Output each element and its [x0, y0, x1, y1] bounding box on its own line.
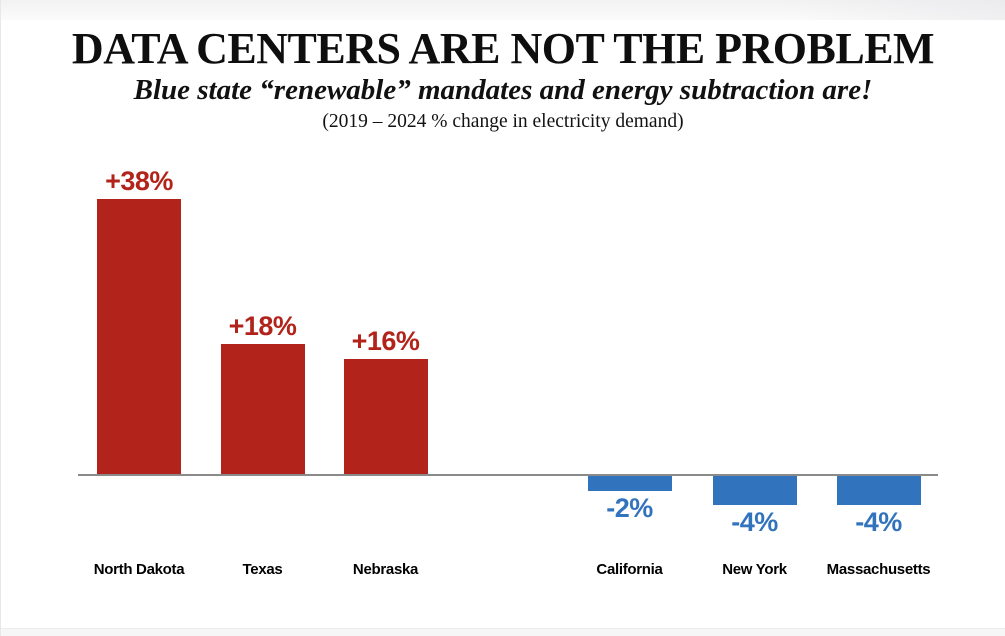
category-label-nebraska: Nebraska [352, 561, 419, 578]
bar-value-label-nebraska: +16% [351, 326, 420, 356]
category-label-california: California [596, 561, 663, 578]
bar-value-label-massachusetts: -4% [855, 507, 902, 537]
chart-caption: (2019 – 2024 % change in electricity dem… [322, 111, 684, 132]
bar-new-york [712, 476, 797, 505]
bar-massachusetts [836, 476, 921, 505]
top-edge-band [1, 0, 1005, 20]
bar-california [587, 476, 672, 491]
chart-title: DATA CENTERS ARE NOT THE PROBLEM [71, 24, 935, 73]
bar-value-label-texas: +18% [228, 311, 297, 341]
category-label-massachusetts: Massachusetts [826, 561, 931, 578]
bar-value-label-california: -2% [606, 493, 653, 523]
bar-nebraska [343, 359, 428, 475]
bar-value-label-new-york: -4% [731, 507, 778, 537]
x-axis-line [78, 474, 938, 476]
bottom-edge-band [1, 628, 1005, 636]
bar-value-label-north-dakota: +38% [105, 166, 173, 196]
category-label-north-dakota: North Dakota [93, 561, 185, 578]
bar-north-dakota [97, 199, 181, 475]
category-label-new-york: New York [722, 561, 787, 578]
category-label-texas: Texas [242, 561, 283, 578]
chart-subtitle: Blue state “renewable” mandates and ener… [133, 74, 873, 106]
bar-texas [220, 344, 305, 475]
